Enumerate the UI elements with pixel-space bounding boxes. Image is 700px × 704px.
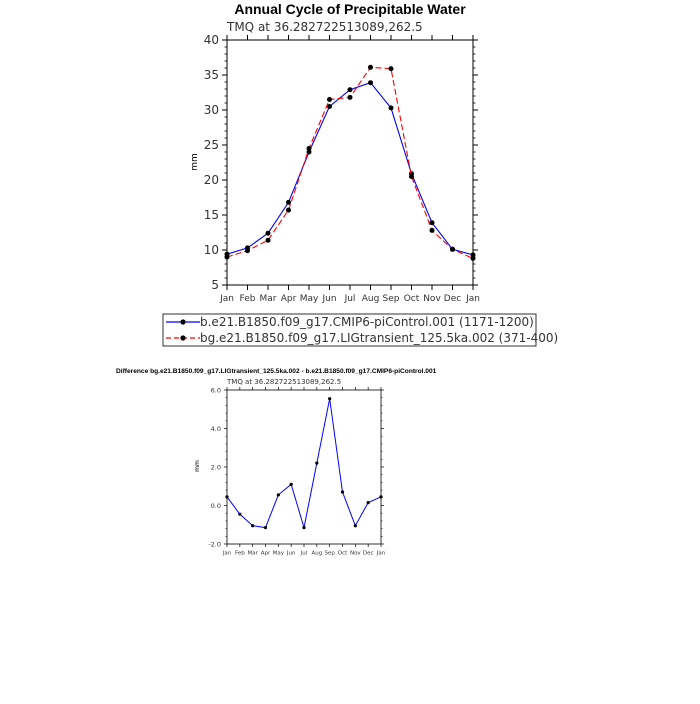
diff-chart-series-0-point	[225, 495, 229, 499]
diff-chart-title: Difference bg.e21.B1850.f09_g17.LIGtrans…	[116, 368, 437, 375]
top-chart-xtick-label: Apr	[281, 294, 297, 304]
diff-chart-xtick-label: Dec	[363, 551, 374, 557]
diff-chart-series-0-point	[328, 397, 332, 401]
diff-chart-series-0-point	[315, 461, 319, 465]
diff-chart-xtick-label: May	[273, 551, 285, 557]
diff-chart-ytick-label: 2.0	[211, 463, 221, 471]
diff-chart-series-0-point	[251, 524, 255, 528]
top-chart-series-0-point	[429, 220, 435, 226]
top-chart-ytick-label: 10	[204, 243, 219, 257]
diff-chart-ytick-label: 6.0	[211, 386, 221, 394]
diff-chart-series-0-point	[289, 482, 293, 486]
top-chart-ytick-label: 20	[204, 173, 219, 187]
diff-chart-xtick-label: Aug	[311, 551, 322, 557]
diff-chart-series-0-point	[276, 493, 280, 497]
diff-chart-series-0-point	[340, 490, 345, 494]
top-chart-xtick-label: Jan	[465, 294, 480, 304]
diff-chart-xtick-label: Feb	[235, 551, 245, 557]
top-chart-series-line-0	[226, 82, 474, 256]
diff-chart-ytick-label: -2.0	[208, 540, 221, 548]
diff-chart-xtick-label: Nov	[350, 551, 361, 557]
diff-chart-series-0-point	[353, 524, 357, 528]
diff-chart-series-0-point	[302, 526, 306, 530]
legend-box	[162, 313, 537, 347]
top-chart-ytick-label: 15	[204, 208, 219, 222]
diff-chart-series-0-point	[379, 495, 383, 499]
top-chart-series-1-point	[470, 255, 476, 261]
diff-chart-ylabel: mm	[194, 460, 201, 472]
top-chart-ytick-label: 5	[211, 278, 219, 292]
diff-chart-xtick-label: Jun	[286, 551, 296, 557]
diff-chart-series-line-0	[226, 398, 382, 529]
top-chart-xtick-label: Jan	[219, 294, 234, 304]
top-chart-axes: 5 10 15 20 25 30 35 40 Jan Feb Mar Apr May Jun Jul Aug S…	[204, 33, 480, 304]
diff-chart-xtick-label: Apr	[261, 551, 271, 557]
diff-chart-series-0-point	[366, 501, 370, 505]
top-chart-series-1-point	[450, 246, 455, 252]
legend-label-pi: b.e21.B1850.f09_g17.CMIP6-piControl.001 …	[200, 315, 534, 329]
top-chart-series-1-point	[409, 174, 414, 179]
top-chart-xtick-label: Jun	[321, 294, 336, 304]
top-chart-frame	[226, 39, 474, 286]
top-chart-ytick-label: 25	[204, 138, 219, 152]
top-chart-xtick-label: Sep	[383, 294, 400, 304]
top-chart-series-0-point	[327, 104, 332, 109]
top-chart-series-0-point	[368, 80, 373, 86]
top-chart-title: Annual Cycle of Precipitable Water	[234, 1, 466, 17]
top-chart-series-1-point	[245, 248, 250, 254]
legend-label-lig: bg.e21.B1850.f09_g17.LIGtransient_125.5k…	[200, 331, 558, 345]
top-chart-xtick-label: Feb	[240, 294, 256, 304]
diff-chart-xtick-label: Mar	[247, 551, 258, 557]
diff-chart-xtick-label: Oct	[338, 551, 348, 557]
legend-marker-pi	[180, 319, 186, 325]
top-chart-ylabel: mm	[190, 153, 200, 171]
top-chart-series-1-point	[224, 254, 230, 260]
diff-chart-ytick-label: 0.0	[211, 502, 221, 510]
diff-chart-xtick-label: Jan	[222, 551, 232, 557]
top-chart-ytick-label: 40	[204, 33, 219, 47]
top-chart-series-1-point	[327, 97, 332, 102]
top-chart-subtitle: TMQ at 36.282722513089,262.5	[226, 20, 423, 34]
legend: b.e21.B1850.f09_g17.CMIP6-piControl.001 …	[162, 313, 558, 347]
diff-chart-series-0-point	[263, 526, 268, 530]
diff-chart-xtick-label: Jul	[300, 551, 308, 557]
top-chart-series-0-point	[388, 105, 394, 111]
top-chart-xtick-label: Dec	[444, 294, 461, 304]
top-chart-xtick-label: Mar	[260, 294, 277, 304]
top-chart-xtick-label: Nov	[423, 294, 441, 304]
top-chart-xtick-label: May	[300, 294, 319, 304]
top-chart-series-0-point	[470, 252, 476, 258]
top-chart-ytick-label: 30	[204, 103, 219, 117]
diff-chart-xtick-label: Sep	[324, 551, 335, 557]
diff-chart-ytick-label: 4.0	[211, 425, 221, 433]
top-chart-xtick-label: Jul	[344, 294, 356, 304]
top-chart-series-0-point	[347, 87, 353, 93]
top-chart-series-1-point	[368, 64, 373, 70]
top-chart-series-0-point	[265, 230, 271, 236]
legend-marker-lig	[180, 335, 186, 341]
top-chart-xtick-label: Oct	[404, 294, 420, 304]
top-chart-series-1-point	[306, 146, 312, 151]
top-chart-xtick-label: Aug	[362, 294, 380, 304]
top-chart-series-1-point	[429, 227, 435, 233]
top-chart-series-1-point	[265, 237, 271, 243]
diff-chart-xtick-label: Jan	[376, 551, 386, 557]
top-chart-series-1-point	[286, 207, 291, 213]
top-chart-ytick-label: 35	[204, 68, 219, 82]
top-chart-series-0-point	[286, 199, 291, 205]
top-chart-series-1-point	[388, 66, 394, 72]
diff-chart-series-0-point	[238, 512, 242, 516]
diff-chart-series	[225, 397, 383, 530]
diff-chart-subtitle: TMQ at 36.282722513089,262.5	[226, 378, 341, 386]
top-chart-series	[224, 64, 476, 261]
top-chart-series-1-point	[347, 94, 353, 100]
